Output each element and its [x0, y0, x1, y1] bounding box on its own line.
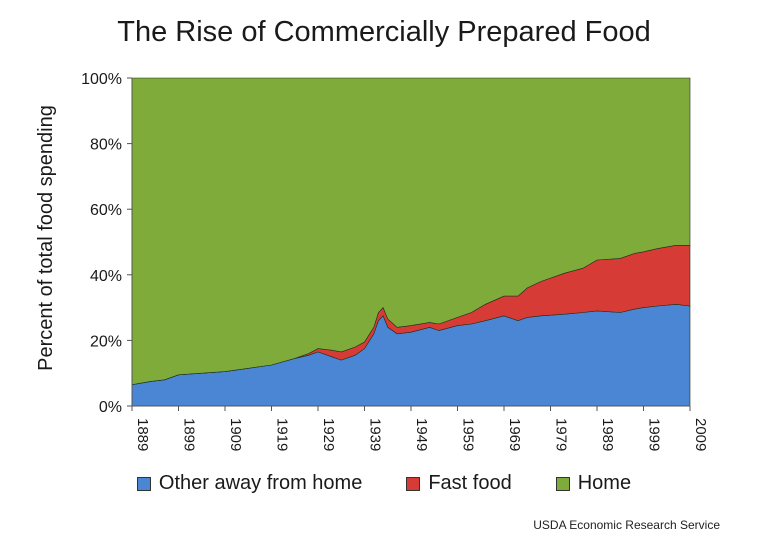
- x-tick-label: 1909: [227, 418, 244, 451]
- source-note: USDA Economic Research Service: [533, 518, 720, 532]
- x-tick-label: 1969: [506, 418, 523, 451]
- y-tick-label: 80%: [90, 137, 122, 154]
- legend-item-0: Other away from home: [136, 472, 363, 495]
- x-tick-label: 1949: [413, 418, 430, 451]
- area-series-2: [131, 77, 691, 386]
- legend-swatch: [406, 476, 421, 491]
- y-axis-label: Percent of total food spending: [35, 105, 57, 371]
- x-tick-label: 1999: [646, 418, 663, 451]
- chart-title: The Rise of Commercially Prepared Food: [117, 16, 651, 48]
- x-tick-label: 1889: [134, 418, 151, 451]
- y-tick-label: 40%: [90, 268, 122, 285]
- x-tick-label: 1899: [181, 418, 198, 451]
- x-tick-label: 1929: [320, 418, 337, 451]
- legend-label: Fast food: [428, 472, 512, 494]
- y-tick-label: 100%: [81, 71, 122, 88]
- x-tick-label: 1989: [599, 418, 616, 451]
- legend-item-1: Fast food: [406, 472, 512, 495]
- legend-swatch: [555, 476, 570, 491]
- legend-swatch: [136, 476, 151, 491]
- x-tick-label: 1919: [274, 418, 291, 451]
- legend-item-2: Home: [555, 472, 632, 495]
- x-tick-label: 1979: [553, 418, 570, 451]
- y-tick-label: 60%: [90, 202, 122, 219]
- legend: Other away from home Fast food Home: [0, 472, 768, 495]
- plot-area: [131, 77, 691, 407]
- y-tick-label: 0%: [99, 399, 122, 416]
- legend-label: Other away from home: [158, 472, 363, 494]
- x-tick-labels: 1889 1899 1909 1919 1929 1939 1949 1959 1969 1979…: [134, 418, 709, 451]
- x-tick-label: 1939: [367, 418, 384, 451]
- legend-label: Home: [577, 472, 632, 494]
- y-tick-label: 20%: [90, 333, 122, 350]
- x-tick-label: 2009: [692, 418, 709, 451]
- x-tick-label: 1959: [460, 418, 477, 451]
- axes: [127, 77, 691, 411]
- y-tick-labels: 0% 20% 40% 60% 80% 100%: [81, 71, 122, 416]
